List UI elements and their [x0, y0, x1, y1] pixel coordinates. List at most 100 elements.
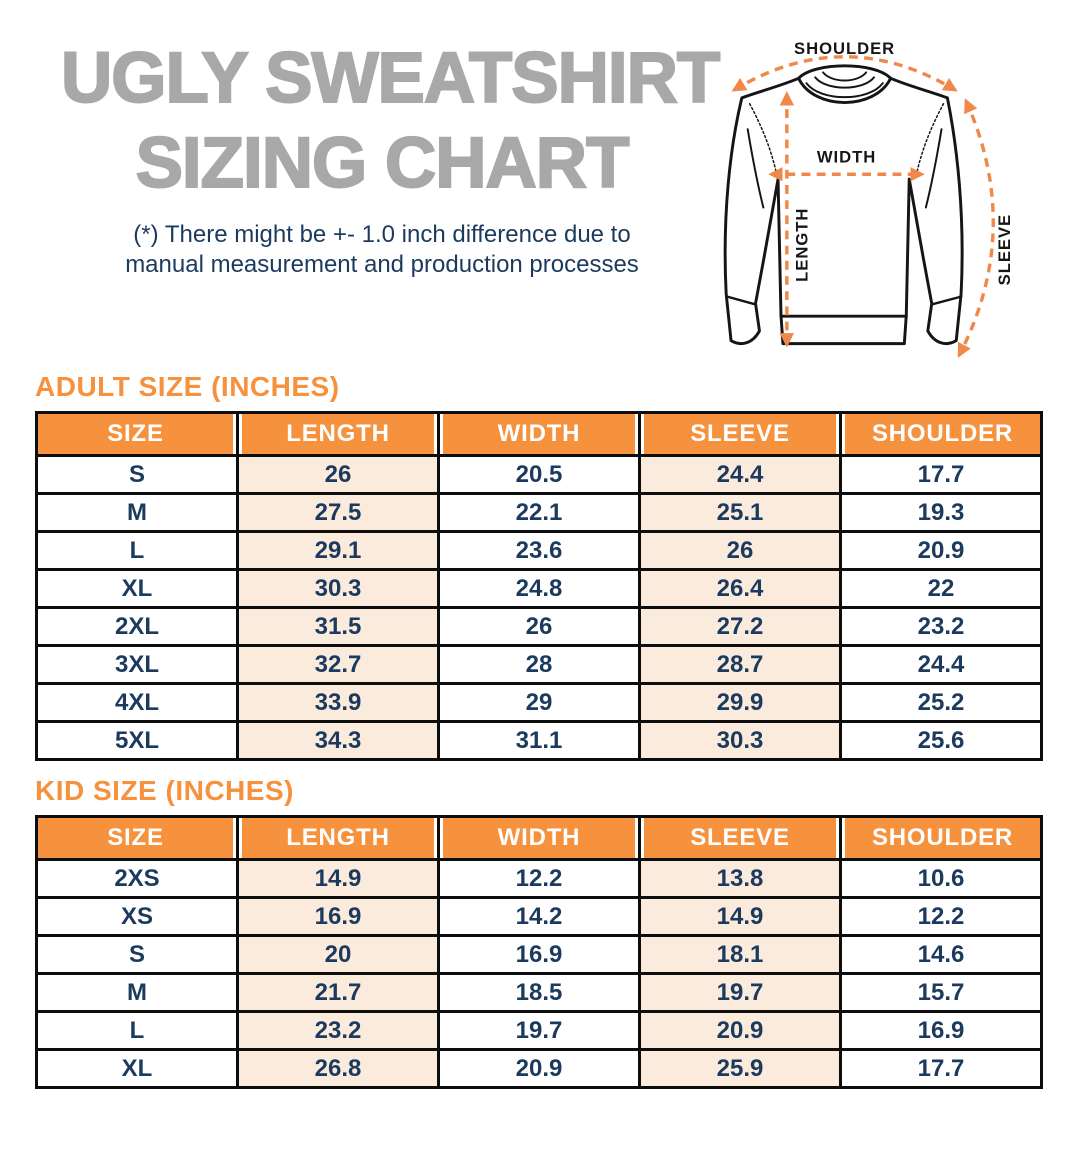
column-header-size: SIZE — [35, 411, 239, 457]
measurement-cell: 15.7 — [839, 972, 1043, 1013]
table-row: XL 26.8 20.9 25.9 17.7 — [35, 1048, 1043, 1089]
column-header-width: WIDTH — [437, 411, 641, 457]
table-row: S 26 20.5 24.4 17.7 — [35, 454, 1043, 495]
measurement-cell: 29 — [437, 682, 641, 723]
measurement-cell: 26 — [638, 530, 842, 571]
measurement-cell: 10.6 — [839, 858, 1043, 899]
measurement-disclaimer: (*) There might be +- 1.0 inch differenc… — [61, 220, 703, 280]
size-cell: L — [35, 1010, 239, 1051]
measurement-cell: 29.9 — [638, 682, 842, 723]
measurement-cell: 31.1 — [437, 720, 641, 761]
length-label: LENGTH — [792, 208, 811, 282]
measurement-cell: 22 — [839, 568, 1043, 609]
measurement-cell: 13.8 — [638, 858, 842, 899]
measurement-cell: 28.7 — [638, 644, 842, 685]
measurement-cell: 20.9 — [437, 1048, 641, 1089]
measurement-cell: 25.1 — [638, 492, 842, 533]
table-row: XL 30.3 24.8 26.4 22 — [35, 568, 1043, 609]
measurement-cell: 24.4 — [638, 454, 842, 495]
table-row: 2XL 31.5 26 27.2 23.2 — [35, 606, 1043, 647]
size-cell: XL — [35, 1048, 239, 1089]
measurement-cell: 33.9 — [236, 682, 440, 723]
measurement-cell: 21.7 — [236, 972, 440, 1013]
measurement-cell: 24.8 — [437, 568, 641, 609]
table-row: XS 16.9 14.2 14.9 12.2 — [35, 896, 1043, 937]
measurement-cell: 16.9 — [839, 1010, 1043, 1051]
table-row: 4XL 33.9 29 29.9 25.2 — [35, 682, 1043, 723]
table-row: M 21.7 18.5 19.7 15.7 — [35, 972, 1043, 1013]
adult-size-heading: ADULT SIZE (INCHES) — [35, 371, 340, 402]
page-title-line2: SIZING CHART — [135, 123, 631, 204]
disclaimer-line1: (*) There might be +- 1.0 inch differenc… — [133, 221, 631, 248]
measurement-cell: 32.7 — [236, 644, 440, 685]
measurement-cell: 24.4 — [839, 644, 1043, 685]
shoulder-label: SHOULDER — [794, 39, 895, 58]
column-header-shoulder: SHOULDER — [839, 815, 1043, 861]
measurement-cell: 28 — [437, 644, 641, 685]
measurement-cell: 17.7 — [839, 454, 1043, 495]
size-cell: S — [35, 454, 239, 495]
disclaimer-line2: manual measurement and production proces… — [125, 251, 639, 278]
measurement-cell: 26.4 — [638, 568, 842, 609]
measurement-cell: 25.6 — [839, 720, 1043, 761]
width-label: WIDTH — [817, 148, 876, 167]
column-header-sleeve: SLEEVE — [638, 411, 842, 457]
sleeve-arrow — [957, 98, 995, 358]
table-row: 3XL 32.7 28 28.7 24.4 — [35, 644, 1043, 685]
table-row: L 29.1 23.6 26 20.9 — [35, 530, 1043, 571]
table-row: S 20 16.9 18.1 14.6 — [35, 934, 1043, 975]
size-cell: 4XL — [35, 682, 239, 723]
measurement-cell: 29.1 — [236, 530, 440, 571]
kid-size-table: SIZE LENGTH WIDTH SLEEVE SHOULDER 2XS 14.9 12.… — [35, 815, 1043, 1089]
size-cell: L — [35, 530, 239, 571]
size-cell: XS — [35, 896, 239, 937]
kid-header-row: SIZE LENGTH WIDTH SLEEVE SHOULDER — [35, 815, 1043, 861]
measurement-cell: 12.2 — [437, 858, 641, 899]
column-header-length: LENGTH — [236, 411, 440, 457]
sizing-chart-page: UGLY SWEATSHIRT SIZING CHART (*) There m… — [35, 0, 1043, 1089]
measurement-cell: 22.1 — [437, 492, 641, 533]
adult-header-row: SIZE LENGTH WIDTH SLEEVE SHOULDER — [35, 411, 1043, 457]
sweatshirt-measurement-svg: SHOULDER WIDTH LENGTH SLEEVE — [723, 39, 1014, 358]
measurement-cell: 18.1 — [638, 934, 842, 975]
measurement-cell: 18.5 — [437, 972, 641, 1013]
table-row: 5XL 34.3 31.1 30.3 25.6 — [35, 720, 1043, 761]
measurement-cell: 30.3 — [236, 568, 440, 609]
measurement-cell: 25.2 — [839, 682, 1043, 723]
adult-size-table: SIZE LENGTH WIDTH SLEEVE SHOULDER S 26 20.5 24.… — [35, 411, 1043, 761]
size-cell: 2XL — [35, 606, 239, 647]
size-cell: M — [35, 972, 239, 1013]
measurement-cell: 14.9 — [236, 858, 440, 899]
column-header-size: SIZE — [35, 815, 239, 861]
measurement-cell: 26.8 — [236, 1048, 440, 1089]
size-cell: XL — [35, 568, 239, 609]
measurement-cell: 27.2 — [638, 606, 842, 647]
measurement-cell: 25.9 — [638, 1048, 842, 1089]
size-cell: S — [35, 934, 239, 975]
measurement-cell: 27.5 — [236, 492, 440, 533]
column-header-sleeve: SLEEVE — [638, 815, 842, 861]
measurement-cell: 20.9 — [839, 530, 1043, 571]
table-row: 2XS 14.9 12.2 13.8 10.6 — [35, 858, 1043, 899]
table-row: M 27.5 22.1 25.1 19.3 — [35, 492, 1043, 533]
measurement-cell: 20 — [236, 934, 440, 975]
measurement-cell: 14.6 — [839, 934, 1043, 975]
page-title-line1: UGLY SWEATSHIRT — [60, 38, 721, 119]
measurement-cell: 26 — [437, 606, 641, 647]
measurement-cell: 16.9 — [437, 934, 641, 975]
measurement-cell: 34.3 — [236, 720, 440, 761]
size-cell: 2XS — [35, 858, 239, 899]
measurement-cell: 30.3 — [638, 720, 842, 761]
kid-size-heading: KID SIZE (INCHES) — [35, 775, 294, 806]
measurement-cell: 23.6 — [437, 530, 641, 571]
measurement-cell: 26 — [236, 454, 440, 495]
title-block: UGLY SWEATSHIRT SIZING CHART (*) There m… — [35, 0, 721, 280]
column-header-length: LENGTH — [236, 815, 440, 861]
measurement-cell: 19.3 — [839, 492, 1043, 533]
measurement-cell: 31.5 — [236, 606, 440, 647]
measurement-cell: 23.2 — [236, 1010, 440, 1051]
measurement-cell: 16.9 — [236, 896, 440, 937]
measurement-cell: 20.5 — [437, 454, 641, 495]
sweatshirt-diagram: SHOULDER WIDTH LENGTH SLEEVE — [703, 0, 1043, 372]
size-cell: 5XL — [35, 720, 239, 761]
